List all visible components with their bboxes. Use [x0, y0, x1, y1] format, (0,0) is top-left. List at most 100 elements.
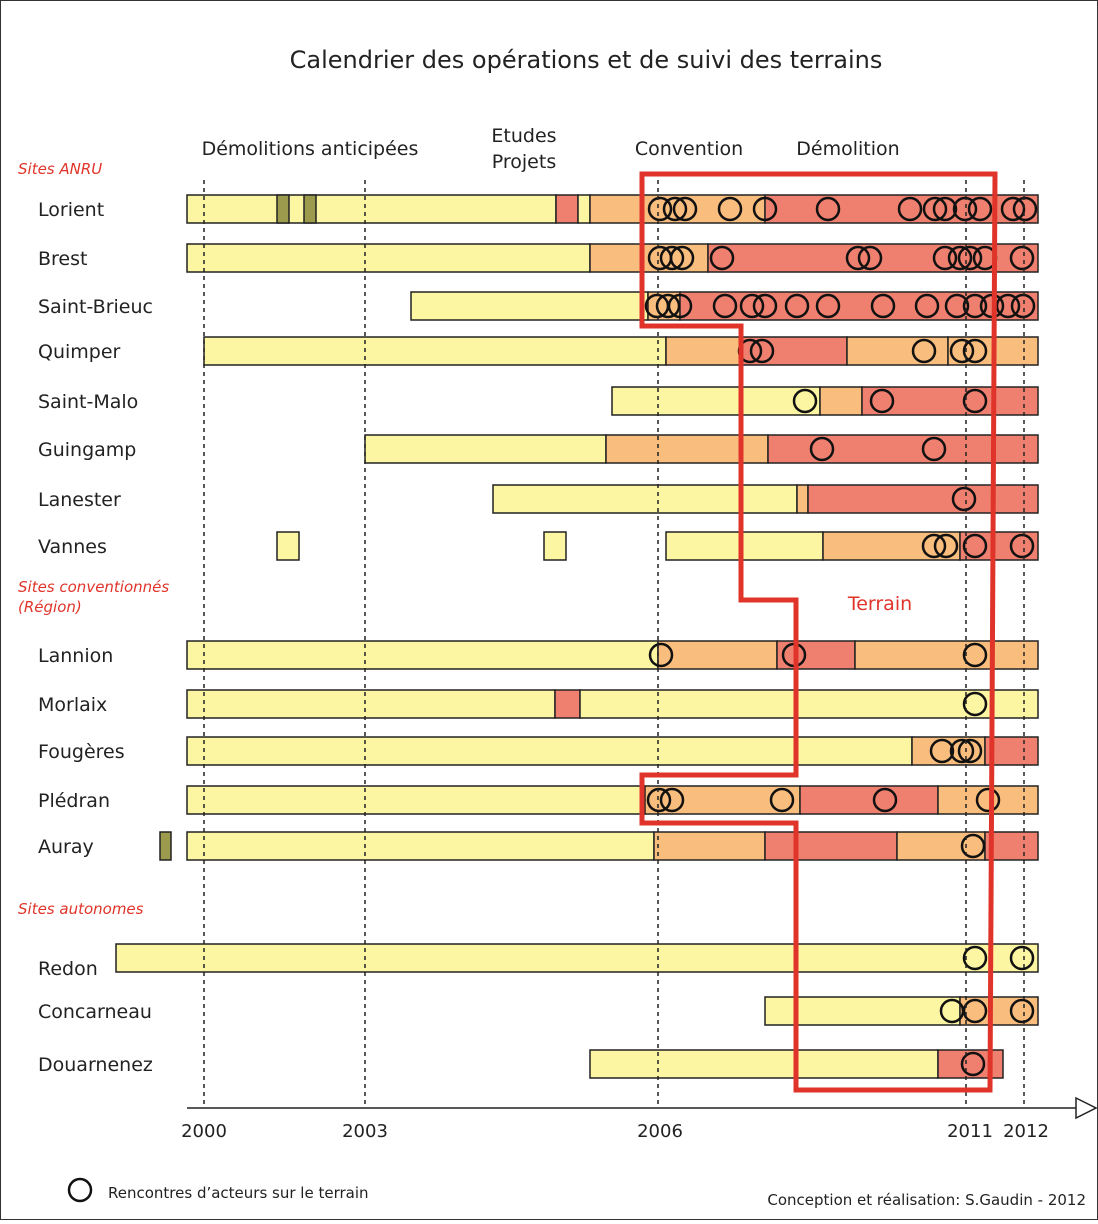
meeting	[911, 338, 937, 364]
site-label: Guingamp	[38, 439, 136, 461]
meeting	[1012, 196, 1038, 222]
meeting	[962, 691, 988, 717]
meeting	[647, 196, 673, 222]
site-label: Saint-Malo	[38, 391, 138, 413]
meeting	[967, 196, 993, 222]
period	[410, 291, 649, 321]
period	[364, 434, 607, 464]
axis-arrow	[1075, 1096, 1098, 1120]
site-label: Quimper	[38, 341, 121, 363]
meeting	[914, 293, 940, 319]
year: 2000	[181, 1121, 227, 1142]
meeting	[752, 293, 778, 319]
meeting	[962, 338, 988, 364]
year: 2006	[637, 1121, 683, 1142]
period	[799, 785, 939, 815]
period	[186, 194, 557, 224]
period	[303, 194, 317, 224]
meeting	[995, 293, 1021, 319]
meeting	[872, 787, 898, 813]
site-label: Redon	[38, 958, 98, 980]
meeting	[809, 436, 835, 462]
period	[186, 785, 646, 815]
meeting	[845, 245, 871, 271]
period	[807, 484, 1039, 514]
meeting	[949, 338, 975, 364]
phase: Démolitions anticipées	[202, 138, 419, 160]
period	[653, 831, 766, 861]
meeting	[1010, 293, 1036, 319]
meeting	[648, 642, 674, 668]
meeting	[962, 293, 988, 319]
period	[579, 689, 1039, 719]
section: Sites autonomes	[18, 900, 144, 918]
site-label: Concarneau	[38, 1001, 152, 1023]
meeting	[944, 293, 970, 319]
phase: Démolition	[796, 138, 899, 160]
period	[679, 291, 1039, 321]
year: 2011	[947, 1121, 993, 1142]
period	[854, 640, 1039, 670]
legend-circle	[67, 1177, 93, 1203]
meeting	[957, 245, 983, 271]
meeting	[870, 293, 896, 319]
meeting	[667, 293, 693, 319]
period	[492, 484, 798, 514]
period	[115, 943, 1039, 973]
meeting	[962, 998, 988, 1024]
terrain-label: Terrain	[847, 593, 912, 615]
meeting	[975, 787, 1001, 813]
meeting	[815, 196, 841, 222]
terrain-outline	[639, 171, 998, 1093]
period	[554, 689, 581, 719]
meeting	[646, 787, 672, 813]
meeting	[949, 738, 975, 764]
meeting	[857, 245, 883, 271]
period	[611, 386, 821, 416]
meeting	[960, 833, 986, 859]
period	[767, 434, 1039, 464]
phase: Projets	[492, 151, 556, 173]
site-label: Vannes	[38, 536, 107, 558]
period	[846, 336, 949, 366]
site-label: Plédran	[38, 790, 110, 812]
meeting	[951, 486, 977, 512]
meeting	[712, 293, 738, 319]
meeting	[1009, 245, 1035, 271]
period	[605, 434, 769, 464]
site-label: Fougères	[38, 741, 125, 763]
meeting	[749, 338, 775, 364]
meeting	[962, 388, 988, 414]
year: 2012	[1003, 1121, 1049, 1142]
section: (Région)	[18, 598, 82, 616]
site-label: Brest	[38, 248, 87, 270]
meeting	[662, 196, 688, 222]
meeting	[962, 642, 988, 668]
period	[543, 531, 567, 561]
meeting	[952, 196, 978, 222]
period	[665, 531, 824, 561]
meeting	[921, 533, 947, 559]
meeting	[752, 196, 778, 222]
meeting	[709, 245, 735, 271]
period	[276, 194, 290, 224]
period	[665, 336, 741, 366]
meeting	[869, 388, 895, 414]
meeting	[1000, 196, 1026, 222]
period	[186, 689, 556, 719]
section: Sites conventionnés	[18, 578, 169, 596]
meeting	[962, 533, 988, 559]
site-label: Lanester	[38, 489, 121, 511]
meeting	[921, 436, 947, 462]
site-label: Lannion	[38, 645, 113, 667]
meeting	[655, 293, 681, 319]
meeting	[1009, 945, 1035, 971]
period	[937, 785, 1039, 815]
period	[159, 831, 172, 861]
site-label: Lorient	[38, 199, 104, 221]
period	[589, 1049, 939, 1079]
period	[577, 194, 591, 224]
site-label: Douarnenez	[38, 1054, 153, 1076]
period	[186, 831, 655, 861]
